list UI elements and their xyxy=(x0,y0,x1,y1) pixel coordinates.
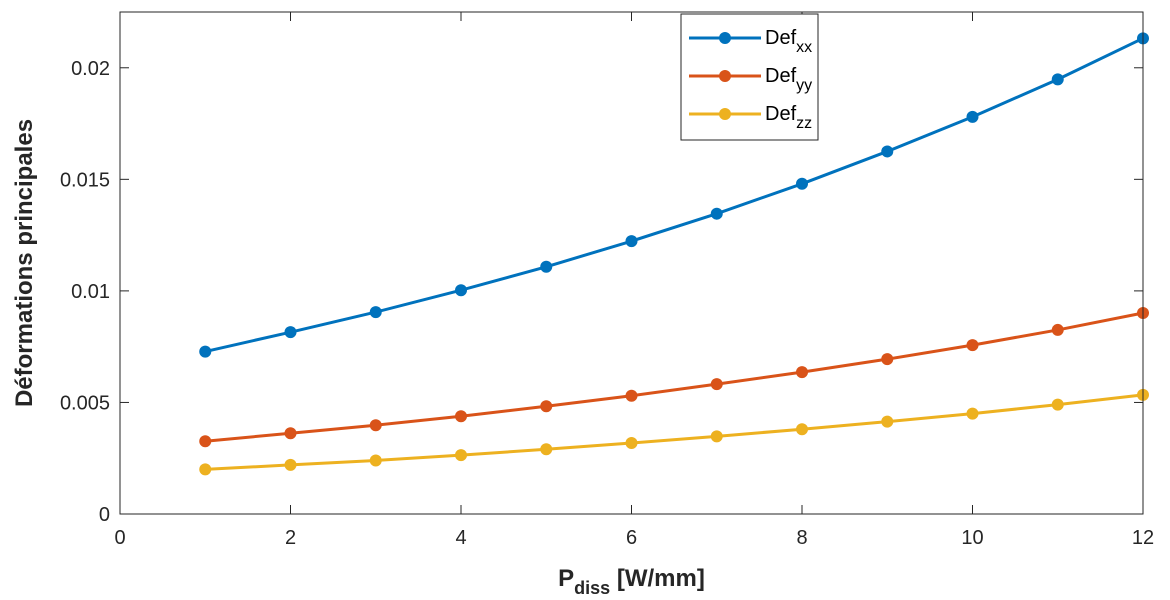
data-point-xx xyxy=(966,110,979,123)
x-axis: 0 2 4 6 8 10 12 xyxy=(114,12,1154,549)
data-point-xx xyxy=(796,177,808,190)
legend-label-base: Def xyxy=(765,65,797,87)
x-tick-label: 0 xyxy=(114,527,125,549)
data-point-yy xyxy=(625,389,638,402)
series-yy xyxy=(199,306,1149,448)
legend-label-base: Def xyxy=(765,27,797,49)
data-point-xx xyxy=(455,284,467,297)
series-xx xyxy=(199,32,1149,358)
data-point-xx xyxy=(710,207,723,220)
data-point-yy xyxy=(455,410,467,423)
data-point-yy xyxy=(710,378,723,391)
y-tick-label: 0.005 xyxy=(60,392,110,414)
x-axis-title-subscript: diss xyxy=(574,578,610,598)
legend-label-base: Def xyxy=(765,103,797,125)
x-axis-title: Pdiss [W/mm] xyxy=(558,565,705,598)
legend-marker-xx xyxy=(719,32,731,44)
series-line-zz xyxy=(205,393,1144,471)
legend-label-subscript: yy xyxy=(796,77,812,94)
data-point-zz xyxy=(540,443,553,456)
data-point-zz xyxy=(625,437,638,450)
x-tick-label: 10 xyxy=(961,527,983,549)
data-point-yy xyxy=(881,353,894,366)
y-tick-label: 0.01 xyxy=(71,281,110,303)
y-tick-label: 0 xyxy=(99,504,110,526)
data-point-yy xyxy=(1051,323,1064,336)
legend-marker-yy xyxy=(719,70,731,82)
data-point-xx xyxy=(881,145,894,158)
y-axis: 0 0.005 0.01 0.015 0.02 xyxy=(60,58,1143,526)
data-point-zz xyxy=(369,454,382,467)
legend-label-subscript: xx xyxy=(796,39,812,56)
data-point-yy xyxy=(540,400,553,413)
series-layer xyxy=(199,32,1149,476)
series-zz xyxy=(199,388,1149,476)
x-tick-label: 2 xyxy=(285,527,296,549)
legend-label-xx: Defxx xyxy=(765,27,812,56)
data-point-xx xyxy=(284,326,297,339)
y-axis-title: Déformations principales xyxy=(11,119,38,407)
x-tick-label: 8 xyxy=(796,527,807,549)
x-tick-label: 12 xyxy=(1132,527,1154,549)
data-point-zz xyxy=(455,449,467,462)
y-tick-label: 0.02 xyxy=(71,58,110,80)
data-point-xx xyxy=(1051,73,1064,86)
series-line-yy xyxy=(205,311,1144,443)
data-point-zz xyxy=(881,415,894,428)
x-axis-title-main: P xyxy=(558,565,574,592)
data-point-zz xyxy=(1051,398,1064,411)
series-line-xx xyxy=(204,36,1144,354)
x-tick-label: 6 xyxy=(626,527,637,549)
data-point-zz xyxy=(284,458,297,471)
data-point-zz xyxy=(966,407,979,420)
data-point-yy xyxy=(369,419,382,432)
legend-label-yy: Defyy xyxy=(765,65,812,94)
data-point-yy xyxy=(199,435,212,448)
data-point-xx xyxy=(369,306,382,319)
data-point-xx xyxy=(625,235,638,248)
data-point-zz xyxy=(199,463,212,476)
y-tick-label: 0.015 xyxy=(60,169,110,191)
x-tick-label: 4 xyxy=(455,527,466,549)
x-axis-title-unit: [W/mm] xyxy=(610,565,705,592)
data-point-yy xyxy=(284,427,297,440)
data-point-yy xyxy=(966,339,979,352)
legend-label-zz: Defzz xyxy=(765,103,812,132)
data-point-yy xyxy=(796,366,808,379)
data-point-zz xyxy=(710,430,723,443)
legend-marker-zz xyxy=(719,108,731,120)
data-point-xx xyxy=(540,260,553,273)
legend-label-subscript: zz xyxy=(796,115,812,132)
data-point-zz xyxy=(796,423,808,436)
data-point-xx xyxy=(199,345,212,358)
